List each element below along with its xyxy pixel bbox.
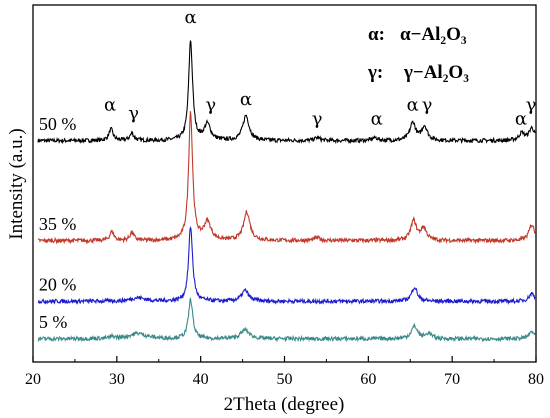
x-tick-label-60: 60	[360, 371, 376, 388]
series-line-0	[37, 40, 536, 145]
peak-label-10: γ	[526, 94, 537, 115]
peak-label-6: α	[371, 109, 383, 130]
peak-label-8: γ	[422, 94, 433, 115]
peak-label-0: α	[185, 7, 197, 28]
x-tick-label-70: 70	[444, 371, 460, 388]
peak-label-2: γ	[128, 103, 139, 124]
x-tick-label-30: 30	[109, 371, 125, 388]
legend-gamma-symbol: γ:	[367, 62, 383, 83]
series-line-2	[37, 226, 536, 306]
plot-frame	[32, 4, 537, 363]
x-axis-ticks: 20 30 40 50 60 70 80	[25, 356, 544, 388]
peak-label-3: γ	[205, 94, 216, 115]
series-label-3: 5 %	[39, 312, 68, 332]
x-axis-title: 2Theta (degree)	[224, 394, 345, 415]
legend-gamma-formula: γ−Al₂O₃	[403, 62, 469, 83]
peak-label-5: γ	[312, 109, 323, 130]
series-line-3	[37, 297, 536, 343]
peak-label-7: α	[407, 94, 419, 115]
peak-label-1: α	[104, 94, 116, 115]
legend: α: α−Al₂O₃ γ: γ−Al₂O₃	[367, 24, 469, 83]
x-tick-label-50: 50	[277, 371, 293, 388]
series-label-layer: 50 % 35 % 20 % 5 %	[39, 114, 77, 332]
x-tick-label-20: 20	[25, 371, 41, 388]
series-layer	[37, 40, 536, 343]
legend-alpha-formula: α−Al₂O₃	[400, 24, 467, 45]
series-label-1: 35 %	[39, 214, 77, 234]
peak-label-9: α	[515, 109, 527, 130]
peak-label-4: α	[240, 89, 252, 110]
peak-label-layer: αα γ γ αγ αα γαγ	[104, 7, 536, 130]
x-tick-label-80: 80	[528, 371, 544, 388]
series-line-1	[37, 111, 536, 245]
x-tick-label-40: 40	[193, 371, 209, 388]
legend-alpha-symbol: α:	[368, 24, 385, 45]
series-label-2: 20 %	[39, 275, 77, 295]
y-axis-title: Intensity (a.u.)	[6, 128, 27, 239]
series-label-0: 50 %	[39, 114, 77, 134]
